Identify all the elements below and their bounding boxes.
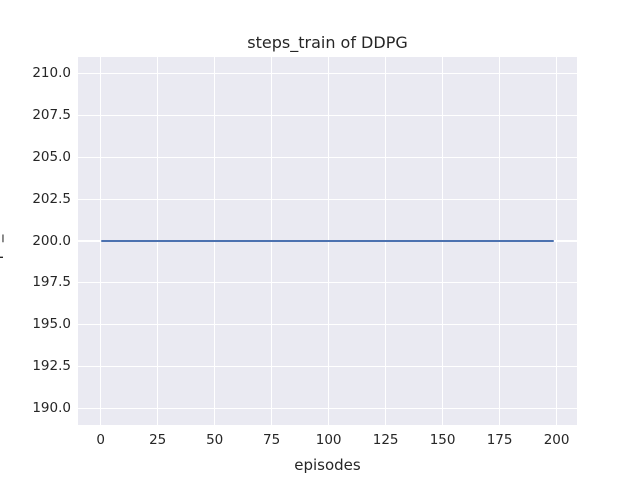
x-tick-label: 200 (543, 432, 570, 448)
y-tick-label: 202.5 (32, 190, 71, 207)
y-tick-label: 207.5 (32, 107, 71, 124)
plot-area (78, 57, 577, 425)
gridline-horizontal (78, 114, 577, 117)
x-tick-label: 100 (315, 432, 342, 448)
x-tick-label: 0 (96, 432, 105, 448)
x-tick-label: 25 (149, 432, 167, 448)
y-tick-label: 205.0 (32, 148, 71, 165)
y-tick-label: 190.0 (32, 399, 71, 416)
y-tick-label: 197.5 (32, 274, 71, 291)
x-tick-label: 125 (372, 432, 399, 448)
gridline-horizontal (78, 407, 577, 409)
y-tick-label: 192.5 (32, 357, 71, 374)
gridline-horizontal (78, 365, 577, 368)
y-tick-label: 200.0 (32, 232, 71, 249)
gridline-horizontal (78, 156, 577, 158)
y-tick-label: 195.0 (32, 316, 71, 333)
x-tick-label: 175 (486, 432, 513, 448)
gridline-horizontal (78, 324, 577, 326)
series-line-steps_train (100, 239, 555, 243)
x-tick-label: 150 (429, 432, 456, 448)
gridline-horizontal (78, 73, 577, 75)
x-tick-label: 50 (206, 432, 224, 448)
x-axis-label: episodes (294, 456, 361, 474)
gridline-horizontal (78, 198, 577, 200)
x-tick-label: 75 (263, 432, 281, 448)
gridline-horizontal (78, 282, 577, 284)
y-tick-label: 210.0 (32, 65, 71, 82)
chart-title: steps_train of DDPG (247, 33, 408, 52)
y-axis-label: steps_train (0, 199, 4, 283)
